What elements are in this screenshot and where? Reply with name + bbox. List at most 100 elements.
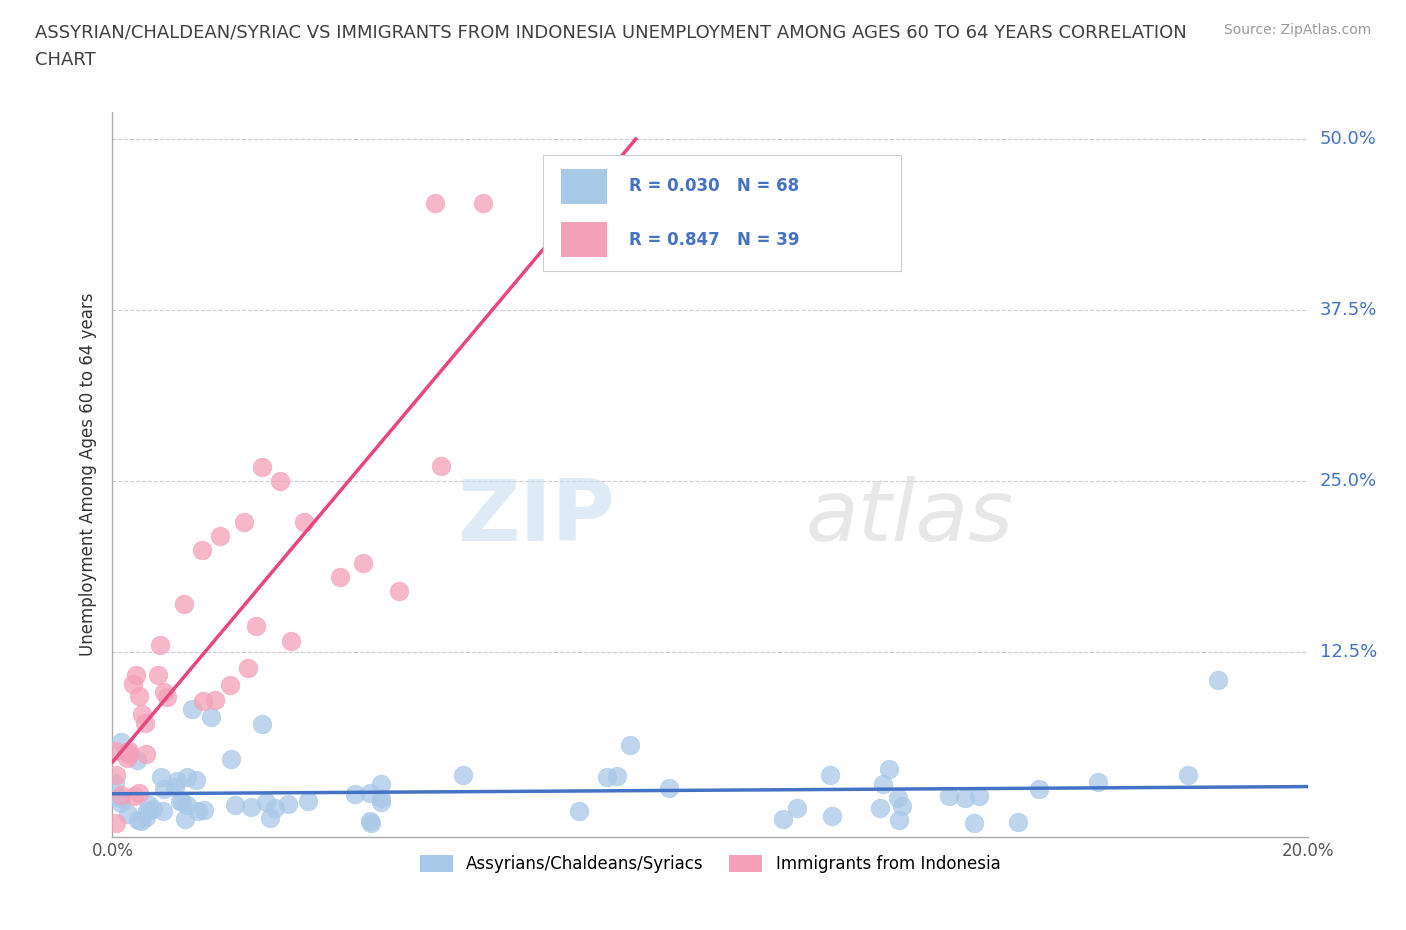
Assyrians/Chaldeans/Syriacs bbox=[104, 775, 127, 790]
Immigrants from Indonesia bbox=[329, 569, 352, 584]
Immigrants from Indonesia bbox=[148, 668, 170, 683]
Assyrians/Chaldeans/Syriacs bbox=[108, 790, 131, 805]
Assyrians/Chaldeans/Syriacs bbox=[879, 761, 901, 776]
Y-axis label: Unemployment Among Ages 60 to 64 years: Unemployment Among Ages 60 to 64 years bbox=[79, 293, 97, 656]
Text: atlas: atlas bbox=[806, 476, 1014, 559]
Assyrians/Chaldeans/Syriacs bbox=[136, 804, 159, 818]
Assyrians/Chaldeans/Syriacs bbox=[887, 812, 910, 827]
Text: Source: ZipAtlas.com: Source: ZipAtlas.com bbox=[1223, 23, 1371, 37]
Assyrians/Chaldeans/Syriacs bbox=[250, 717, 273, 732]
Assyrians/Chaldeans/Syriacs bbox=[887, 790, 910, 805]
Immigrants from Indonesia bbox=[236, 660, 259, 675]
Text: 12.5%: 12.5% bbox=[1320, 644, 1376, 661]
Immigrants from Indonesia bbox=[104, 744, 127, 759]
Immigrants from Indonesia bbox=[135, 747, 157, 762]
Immigrants from Indonesia bbox=[425, 196, 447, 211]
Immigrants from Indonesia bbox=[173, 597, 195, 612]
Assyrians/Chaldeans/Syriacs bbox=[344, 787, 367, 802]
Assyrians/Chaldeans/Syriacs bbox=[176, 798, 198, 813]
Assyrians/Chaldeans/Syriacs bbox=[129, 814, 152, 829]
Assyrians/Chaldeans/Syriacs bbox=[1177, 768, 1199, 783]
Assyrians/Chaldeans/Syriacs bbox=[152, 804, 174, 818]
Assyrians/Chaldeans/Syriacs bbox=[259, 811, 281, 826]
Assyrians/Chaldeans/Syriacs bbox=[110, 795, 132, 810]
Assyrians/Chaldeans/Syriacs bbox=[370, 795, 392, 810]
Assyrians/Chaldeans/Syriacs bbox=[359, 785, 381, 800]
Assyrians/Chaldeans/Syriacs bbox=[224, 797, 246, 812]
Assyrians/Chaldeans/Syriacs bbox=[117, 806, 139, 821]
Assyrians/Chaldeans/Syriacs bbox=[360, 816, 382, 830]
Assyrians/Chaldeans/Syriacs bbox=[184, 773, 207, 788]
Immigrants from Indonesia bbox=[209, 528, 232, 543]
Assyrians/Chaldeans/Syriacs bbox=[169, 794, 191, 809]
Assyrians/Chaldeans/Syriacs bbox=[239, 800, 262, 815]
Assyrians/Chaldeans/Syriacs bbox=[163, 779, 186, 794]
Assyrians/Chaldeans/Syriacs bbox=[127, 753, 149, 768]
Immigrants from Indonesia bbox=[280, 633, 302, 648]
Assyrians/Chaldeans/Syriacs bbox=[1007, 815, 1029, 830]
Text: 25.0%: 25.0% bbox=[1320, 472, 1376, 490]
Assyrians/Chaldeans/Syriacs bbox=[869, 801, 891, 816]
Assyrians/Chaldeans/Syriacs bbox=[187, 804, 209, 818]
Immigrants from Indonesia bbox=[118, 744, 141, 759]
Assyrians/Chaldeans/Syriacs bbox=[254, 794, 277, 809]
Assyrians/Chaldeans/Syriacs bbox=[277, 797, 299, 812]
Immigrants from Indonesia bbox=[128, 785, 150, 800]
Assyrians/Chaldeans/Syriacs bbox=[658, 780, 681, 795]
Immigrants from Indonesia bbox=[124, 789, 146, 804]
Assyrians/Chaldeans/Syriacs bbox=[181, 701, 204, 716]
Assyrians/Chaldeans/Syriacs bbox=[142, 802, 165, 817]
Assyrians/Chaldeans/Syriacs bbox=[264, 801, 287, 816]
Text: 50.0%: 50.0% bbox=[1320, 130, 1376, 148]
Assyrians/Chaldeans/Syriacs bbox=[821, 809, 844, 824]
Immigrants from Indonesia bbox=[114, 745, 136, 760]
Assyrians/Chaldeans/Syriacs bbox=[938, 789, 960, 804]
Assyrians/Chaldeans/Syriacs bbox=[890, 799, 912, 814]
Legend: Assyrians/Chaldeans/Syriacs, Immigrants from Indonesia: Assyrians/Chaldeans/Syriacs, Immigrants … bbox=[413, 848, 1007, 880]
Assyrians/Chaldeans/Syriacs bbox=[370, 790, 392, 805]
Immigrants from Indonesia bbox=[191, 542, 214, 557]
Immigrants from Indonesia bbox=[128, 688, 150, 703]
Immigrants from Indonesia bbox=[269, 473, 291, 488]
Assyrians/Chaldeans/Syriacs bbox=[818, 768, 841, 783]
Assyrians/Chaldeans/Syriacs bbox=[176, 770, 198, 785]
Immigrants from Indonesia bbox=[131, 707, 153, 722]
Assyrians/Chaldeans/Syriacs bbox=[359, 814, 381, 829]
Assyrians/Chaldeans/Syriacs bbox=[110, 735, 132, 750]
Immigrants from Indonesia bbox=[117, 746, 139, 761]
Assyrians/Chaldeans/Syriacs bbox=[786, 801, 808, 816]
Immigrants from Indonesia bbox=[152, 684, 174, 699]
Assyrians/Chaldeans/Syriacs bbox=[150, 769, 173, 784]
Immigrants from Indonesia bbox=[105, 816, 128, 830]
Immigrants from Indonesia bbox=[193, 694, 215, 709]
Assyrians/Chaldeans/Syriacs bbox=[221, 751, 243, 766]
Assyrians/Chaldeans/Syriacs bbox=[963, 816, 986, 830]
Text: ASSYRIAN/CHALDEAN/SYRIAC VS IMMIGRANTS FROM INDONESIA UNEMPLOYMENT AMONG AGES 60: ASSYRIAN/CHALDEAN/SYRIAC VS IMMIGRANTS F… bbox=[35, 23, 1187, 41]
Assyrians/Chaldeans/Syriacs bbox=[619, 738, 641, 753]
Assyrians/Chaldeans/Syriacs bbox=[135, 809, 157, 824]
Text: ZIP: ZIP bbox=[457, 476, 614, 559]
Immigrants from Indonesia bbox=[292, 515, 315, 530]
Immigrants from Indonesia bbox=[134, 716, 156, 731]
Assyrians/Chaldeans/Syriacs bbox=[1206, 672, 1229, 687]
Assyrians/Chaldeans/Syriacs bbox=[166, 774, 188, 789]
Assyrians/Chaldeans/Syriacs bbox=[174, 811, 197, 826]
Immigrants from Indonesia bbox=[250, 460, 273, 475]
Immigrants from Indonesia bbox=[233, 515, 256, 530]
Assyrians/Chaldeans/Syriacs bbox=[193, 803, 215, 817]
Assyrians/Chaldeans/Syriacs bbox=[138, 798, 160, 813]
Immigrants from Indonesia bbox=[156, 689, 179, 704]
Assyrians/Chaldeans/Syriacs bbox=[153, 781, 176, 796]
Assyrians/Chaldeans/Syriacs bbox=[596, 770, 619, 785]
Immigrants from Indonesia bbox=[353, 556, 375, 571]
Assyrians/Chaldeans/Syriacs bbox=[953, 790, 976, 805]
Text: CHART: CHART bbox=[35, 51, 96, 69]
Assyrians/Chaldeans/Syriacs bbox=[297, 793, 319, 808]
Immigrants from Indonesia bbox=[124, 668, 146, 683]
Assyrians/Chaldeans/Syriacs bbox=[967, 789, 990, 804]
Immigrants from Indonesia bbox=[472, 196, 495, 211]
Immigrants from Indonesia bbox=[219, 678, 242, 693]
Immigrants from Indonesia bbox=[204, 693, 226, 708]
Assyrians/Chaldeans/Syriacs bbox=[568, 804, 591, 818]
Assyrians/Chaldeans/Syriacs bbox=[872, 777, 894, 791]
